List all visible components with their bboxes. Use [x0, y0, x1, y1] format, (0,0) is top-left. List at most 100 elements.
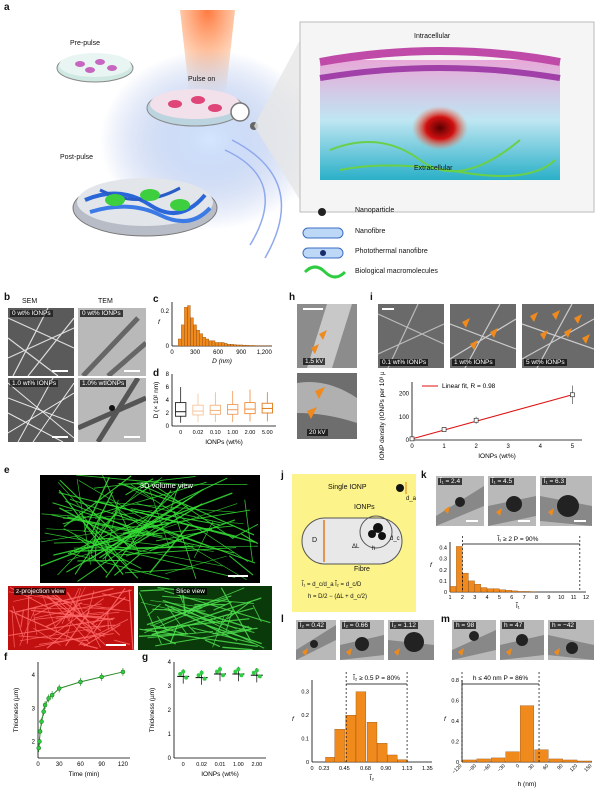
data-point — [36, 745, 41, 751]
x-tick-label: 150 — [583, 763, 593, 773]
y-tick-label: 4 — [168, 660, 172, 666]
fibre-strand — [169, 484, 180, 513]
legend-nanoparticle: Nanoparticle — [355, 207, 395, 214]
panel-label-c: c — [153, 294, 159, 305]
fibre-strand — [26, 590, 30, 644]
y-tick-label: 0 — [306, 760, 309, 766]
fibre-strand — [75, 623, 91, 634]
h-label: h — [372, 546, 376, 552]
histogram-bar — [242, 344, 246, 347]
histogram-bar — [184, 307, 188, 347]
panel-label-d: d — [153, 368, 160, 379]
k-tag-2: l̃₁ = 4.5 — [490, 478, 515, 485]
histogram-bar — [334, 729, 345, 763]
data-point — [441, 427, 447, 432]
box — [175, 402, 187, 417]
y-axis-label: Thickness (µm) — [149, 688, 156, 733]
fibre-strand — [212, 616, 225, 648]
y-tick-label: 0.6 — [451, 699, 459, 705]
i-tag-1: 1 wt% IONPs — [452, 359, 495, 366]
x-tick-label: 8 — [535, 595, 538, 601]
scale-bar — [124, 370, 140, 372]
histogram-bar — [325, 757, 336, 763]
x-tick-label: 90 — [98, 762, 105, 768]
box — [209, 404, 221, 415]
l-tag-2: l̃₂ = 0.66 — [342, 622, 371, 629]
x-axis-label: IONPs (wt%) — [201, 771, 239, 778]
y-axis-label: f — [430, 562, 433, 569]
data-point — [41, 709, 46, 714]
fibre-strand — [151, 597, 262, 636]
slice-label: Slice view — [174, 588, 207, 595]
histogram-bar — [499, 589, 506, 593]
fibre-strand — [12, 606, 24, 637]
data-point — [99, 674, 104, 680]
chart-i: Linear fit, R = 0.98 0 100 200 0 1 2 3 4 5 IONPs (… — [379, 372, 582, 460]
m-img-2: h = 47 — [500, 620, 544, 660]
legend-macromolecules: Biological macromolecules — [355, 268, 438, 275]
data-point — [196, 673, 201, 678]
panel-label-m: m — [441, 614, 450, 625]
x-tick-label: 9 — [547, 595, 550, 601]
d-label: D — [312, 537, 318, 544]
data-point — [215, 669, 219, 674]
k-img-3: l̃₁ = 6.3 — [540, 476, 592, 526]
histogram-bar — [524, 591, 531, 593]
tem-image-1wt: 1.0% wtIONPs — [78, 378, 146, 442]
fibre-strand — [86, 590, 95, 620]
x-axis-label: Time (min) — [69, 771, 100, 778]
ionps-label: IONPs — [354, 504, 375, 511]
volume-view: 3D volume view — [40, 475, 260, 583]
y-tick-label: 200 — [399, 392, 410, 398]
histogram-bar — [251, 345, 256, 347]
zproj-label: z-projection view — [14, 588, 67, 595]
fibre-strand — [30, 607, 113, 610]
histogram-bar — [178, 338, 182, 347]
fibre-strand — [170, 605, 216, 623]
y-tick-label: 2 — [32, 739, 36, 745]
fibre-strand — [46, 528, 138, 535]
fibre-strand — [20, 609, 25, 628]
histogram-bar — [215, 342, 219, 347]
fibre-strand — [212, 627, 258, 635]
dl-label: ΔL — [352, 544, 360, 550]
sem-header: SEM — [22, 298, 38, 305]
histogram-bar — [480, 587, 488, 593]
fibre-strand — [79, 643, 98, 649]
tem-tag-0: 0 wt% IONPs — [80, 310, 123, 317]
x-tick-label: 0 — [182, 762, 185, 768]
fibre-strand — [124, 568, 193, 574]
fibre-strand — [126, 503, 203, 550]
fibre-strand — [125, 528, 213, 557]
fibre-strand — [138, 632, 188, 637]
panel-label-h: h — [289, 292, 296, 303]
chart-g: 0 1 2 3 4 0 0.02 0.01 1.00 2.00 IONPs (wt%) Thickne… — [149, 660, 266, 778]
fibre-strand — [193, 595, 232, 608]
panel-a: Pre-pulse Pulse on Post-pulse Intracellu… — [0, 0, 600, 290]
y-tick-label: 0.1 — [301, 737, 309, 743]
data-point — [221, 673, 225, 678]
fibre-schematic: Single IONP IONPs D ΔL d_c h d_a Fibre l… — [292, 474, 416, 612]
data-point — [257, 674, 262, 679]
histogram-bar — [491, 757, 506, 763]
fibre-strand — [164, 608, 255, 634]
k-img-2: l̃₁ = 4.5 — [488, 476, 536, 526]
histogram-bar — [208, 340, 213, 347]
y-axis-label: Thickness (µm) — [13, 688, 20, 733]
fibre-strand — [94, 541, 97, 560]
m-img-1: h = 98 — [452, 620, 496, 660]
histogram-bar — [548, 758, 563, 763]
fibre-strand — [146, 598, 228, 626]
chart-k: l̃₁ ≥ 2 P = 90%00.10.20.30.41 2 3 4 5 6 7 8 9 10 1… — [430, 535, 589, 610]
x-tick-label: 2.00 — [251, 762, 262, 768]
fibre-strand — [164, 603, 238, 642]
y-axis-label: f — [292, 716, 295, 723]
fibre-strand — [90, 542, 236, 578]
x-axis-label: l̃₂ — [369, 774, 375, 782]
data-point — [254, 668, 259, 673]
fibre-strand — [89, 496, 193, 560]
histogram-bar — [468, 580, 475, 593]
x-tick-label: 900 — [236, 350, 247, 356]
fibre-strand — [45, 613, 73, 628]
fibre-strand — [33, 602, 59, 616]
